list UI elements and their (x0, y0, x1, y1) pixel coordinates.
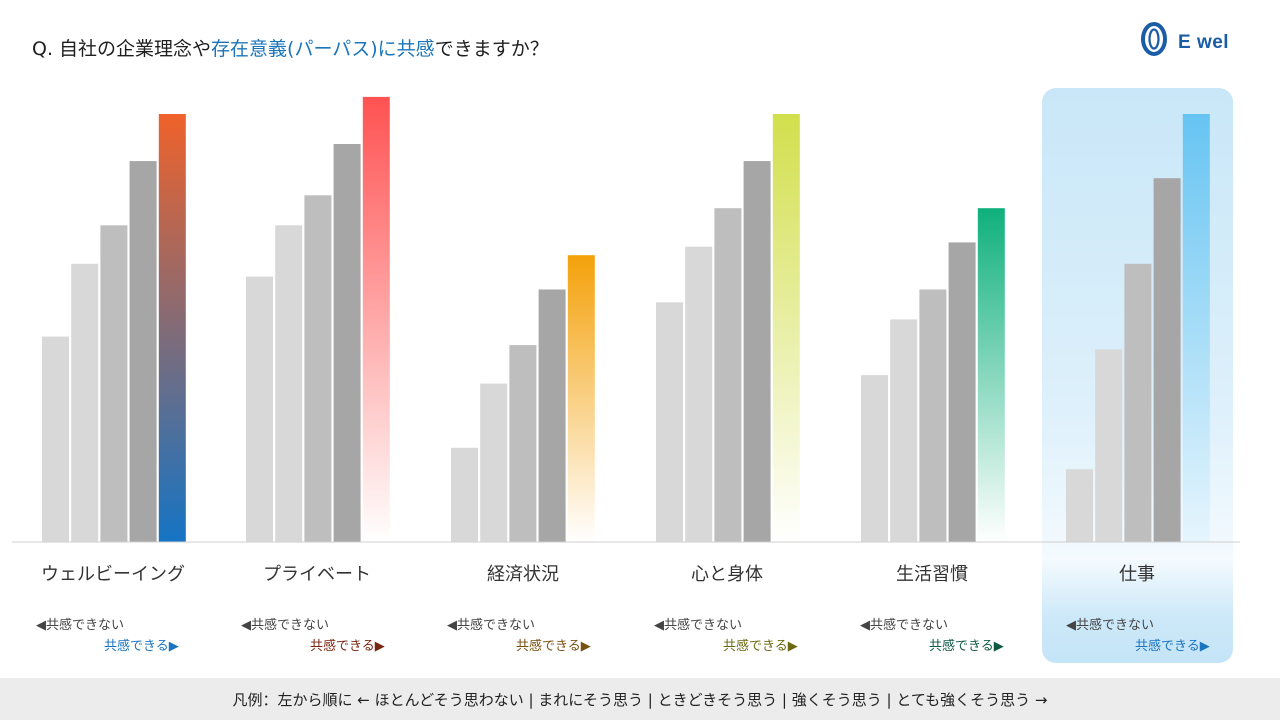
legend-positive: 共感できる▶ (104, 639, 179, 654)
bar-wellbeing-1 (42, 336, 69, 542)
legend-positive: 共感できる▶ (310, 639, 385, 654)
bar-wellbeing-3 (100, 225, 128, 543)
bar-mind-body-4 (743, 161, 771, 542)
category-label-private: プライベート (263, 564, 371, 585)
title-suffix: できますか？ (434, 38, 549, 60)
bar-economy-3 (509, 345, 537, 542)
bar-mind-body-3 (714, 208, 742, 542)
legend-positive: 共感できる▶ (929, 639, 1004, 654)
title-highlight: 存在意義(パーパス)に共感 (211, 38, 435, 60)
bar-private-3 (304, 195, 332, 543)
bar-chart (12, 96, 1240, 543)
legend-negative: ◀共感できない (1066, 618, 1154, 633)
category-label-wellbeing: ウェルビーイング (41, 564, 185, 585)
bar-work-1 (1066, 469, 1093, 542)
legend-negative: ◀共感できない (36, 618, 124, 633)
bar-lifestyle-3 (919, 289, 947, 542)
bar-wellbeing-4 (129, 161, 157, 542)
bar-lifestyle-5 (977, 208, 1005, 542)
bar-wellbeing-5 (158, 114, 186, 542)
bar-economy-4 (538, 289, 566, 542)
bar-private-1 (246, 276, 273, 542)
category-label-mind-body: 心と身体 (691, 564, 763, 585)
legend-positive: 共感できる▶ (723, 639, 798, 654)
footer-legend-text: 凡例：左から順に ← ほとんどそう思わない | まれにそう思う | ときどきそう… (232, 691, 1048, 709)
bar-wellbeing-2 (71, 263, 99, 542)
category-label-lifestyle: 生活習慣 (896, 564, 968, 585)
footer-bar: 凡例：左から順に ← ほとんどそう思わない | まれにそう思う | ときどきそう… (0, 678, 1280, 720)
bar-private-5 (362, 96, 390, 543)
bar-lifestyle-4 (948, 242, 976, 542)
bar-mind-body-1 (656, 302, 683, 542)
bar-work-2 (1095, 349, 1123, 542)
legend-negative: ◀共感できない (447, 618, 535, 633)
bar-economy-1 (451, 447, 478, 542)
legend-negative: ◀共感できない (860, 618, 948, 633)
question-title: Q. 自社の企業理念や存在意義(パーパス)に共感できますか？ (32, 34, 549, 61)
bar-work-5 (1182, 114, 1210, 542)
category-label-work: 仕事 (1119, 564, 1155, 585)
bar-work-4 (1153, 178, 1181, 542)
title-prefix: Q. 自社の企業理念や (32, 38, 212, 60)
category-label-economy: 経済状況 (487, 564, 559, 585)
ewel-logo-icon (1141, 22, 1167, 56)
bar-economy-2 (480, 383, 508, 542)
bar-work-3 (1124, 263, 1152, 542)
legend-negative: ◀共感できない (241, 618, 329, 633)
bar-mind-body-2 (685, 246, 713, 542)
logo-text: E wel (1178, 32, 1230, 53)
bar-lifestyle-2 (890, 319, 918, 542)
bar-mind-body-5 (772, 114, 800, 542)
bar-economy-5 (567, 255, 595, 542)
legend-negative: ◀共感できない (654, 618, 742, 633)
bar-private-2 (275, 225, 303, 543)
legend-positive: 共感できる▶ (516, 639, 591, 654)
bar-lifestyle-1 (861, 375, 888, 542)
legend-positive: 共感できる▶ (1135, 639, 1210, 654)
ewel-logo: E wel (1140, 20, 1252, 60)
bar-private-4 (333, 144, 361, 542)
